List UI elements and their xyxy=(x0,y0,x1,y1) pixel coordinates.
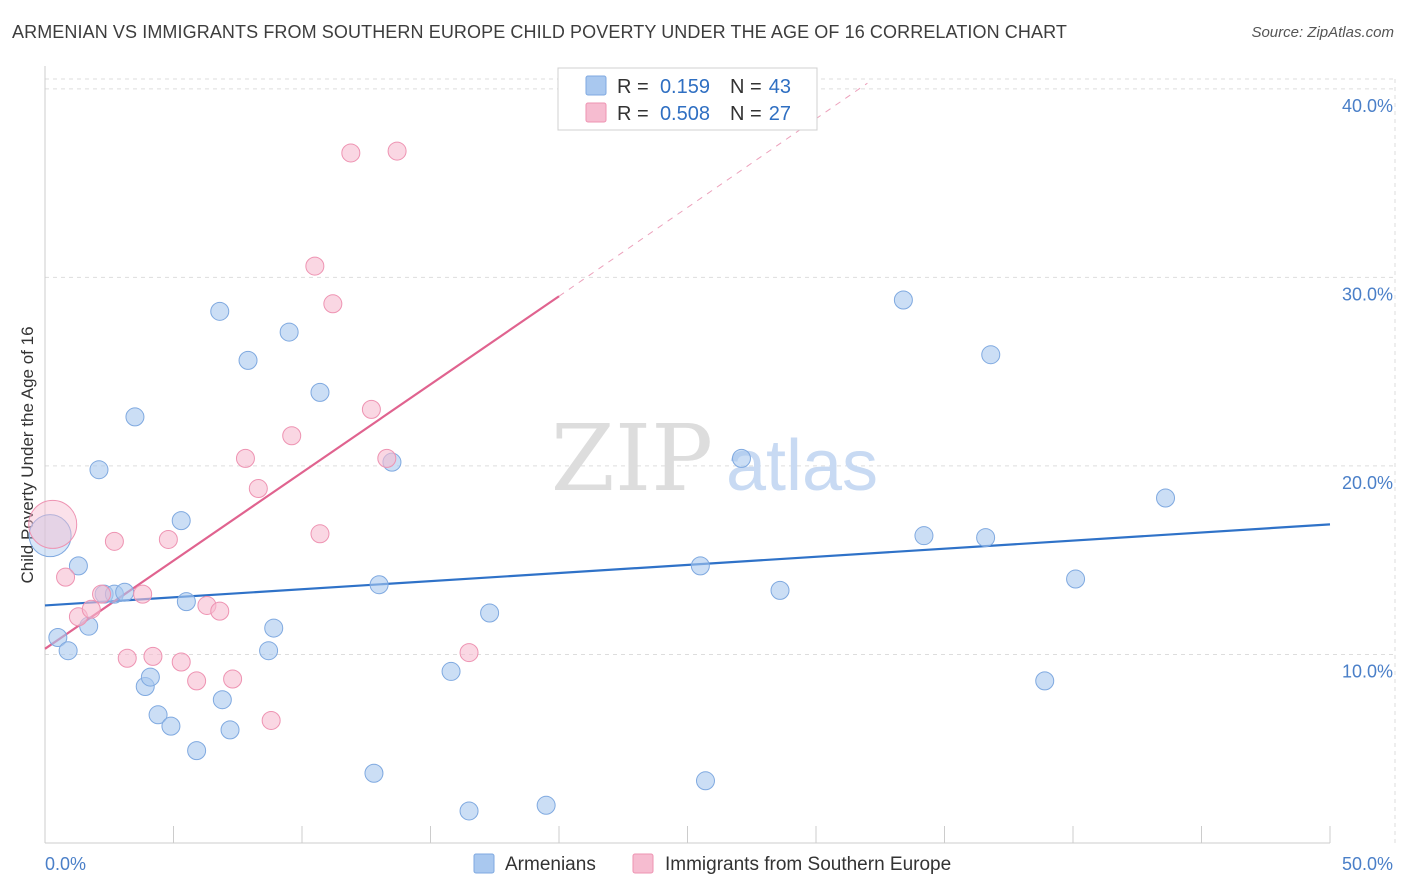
point-armenians xyxy=(264,618,284,638)
legend-r-label-2: R = xyxy=(617,103,649,125)
point-armenians xyxy=(171,511,191,531)
point-armenians xyxy=(914,526,934,546)
point-southern-europe xyxy=(223,669,243,689)
point-armenians xyxy=(68,556,88,576)
point-southern-europe xyxy=(261,710,281,730)
point-southern-europe xyxy=(305,256,325,276)
point-southern-europe xyxy=(92,584,112,604)
point-armenians xyxy=(536,795,556,815)
watermark: ZIP atlas xyxy=(551,405,878,512)
point-southern-europe xyxy=(323,294,343,314)
legend-n-value-2: 27 xyxy=(769,103,791,125)
point-southern-europe xyxy=(248,479,268,499)
series-legend-swatch-southern-europe xyxy=(632,853,654,874)
point-southern-europe xyxy=(210,601,230,621)
axes: 10.0% 20.0% 30.0% 40.0% 0.0% 50.0% xyxy=(44,66,1393,874)
series-legend-label-armenians: Armenians xyxy=(505,854,596,875)
point-armenians xyxy=(187,741,207,761)
point-armenians xyxy=(441,661,461,681)
point-southern-europe xyxy=(459,643,479,663)
point-armenians xyxy=(310,382,330,402)
series-legend-label-southern-europe: Immigrants from Southern Europe xyxy=(665,854,951,875)
legend-n-label-2: N = xyxy=(730,103,762,125)
point-armenians xyxy=(212,690,232,710)
x-tick-label-max: 50.0% xyxy=(1342,854,1393,874)
point-armenians xyxy=(1035,671,1055,691)
legend-n-value-1: 43 xyxy=(769,76,791,98)
source-credit: Source: ZipAtlas.com xyxy=(1251,24,1394,41)
point-armenians xyxy=(125,407,145,427)
point-armenians xyxy=(976,528,996,548)
point-southern-europe xyxy=(28,499,78,549)
point-southern-europe xyxy=(387,141,407,161)
point-southern-europe xyxy=(310,524,330,544)
trend-lines xyxy=(44,82,1331,650)
data-points xyxy=(28,141,1176,821)
watermark-atlas: atlas xyxy=(726,426,878,506)
point-armenians xyxy=(279,322,299,342)
point-armenians xyxy=(115,582,135,602)
watermark-zip: ZIP xyxy=(551,405,713,512)
legend-n-label-1: N = xyxy=(730,76,762,98)
point-southern-europe xyxy=(117,648,137,668)
point-armenians xyxy=(220,720,240,740)
point-armenians xyxy=(89,460,109,480)
point-armenians xyxy=(238,350,258,370)
point-southern-europe xyxy=(171,652,191,672)
point-armenians xyxy=(140,667,160,687)
point-armenians xyxy=(981,345,1001,365)
point-southern-europe xyxy=(143,646,163,666)
legend-r-label-1: R = xyxy=(617,76,649,98)
point-southern-europe xyxy=(235,448,255,468)
correlation-legend: R = 0.159 N = 43 R = 0.508 N = 27 xyxy=(557,67,818,131)
point-southern-europe xyxy=(377,448,397,468)
point-armenians xyxy=(369,575,389,595)
point-southern-europe xyxy=(133,584,153,604)
point-southern-europe xyxy=(56,567,76,587)
point-southern-europe xyxy=(282,426,302,446)
point-southern-europe xyxy=(104,531,124,551)
point-southern-europe xyxy=(361,399,381,419)
point-armenians xyxy=(58,641,78,661)
y-tick-label: 20.0% xyxy=(1342,473,1393,493)
point-armenians xyxy=(731,448,751,468)
point-armenians xyxy=(1066,569,1086,589)
point-armenians xyxy=(148,705,168,725)
point-armenians xyxy=(770,580,790,600)
series-legend-swatch-armenians xyxy=(473,853,495,874)
point-southern-europe xyxy=(341,143,361,163)
point-armenians xyxy=(893,290,913,310)
y-tick-label: 40.0% xyxy=(1342,96,1393,116)
point-armenians xyxy=(459,801,479,821)
point-southern-europe xyxy=(158,529,178,549)
point-armenians xyxy=(364,763,384,783)
point-southern-europe xyxy=(81,599,101,619)
y-tick-label: 30.0% xyxy=(1342,284,1393,304)
point-armenians xyxy=(1156,488,1176,508)
point-southern-europe xyxy=(187,671,207,691)
series-legend: Armenians Immigrants from Southern Europ… xyxy=(473,853,951,875)
point-armenians xyxy=(480,603,500,623)
legend-swatch-southern-europe xyxy=(585,102,607,123)
legend-r-value-2: 0.508 xyxy=(660,103,710,125)
legend-swatch-armenians xyxy=(585,75,607,96)
trend-line-0 xyxy=(44,523,1331,607)
point-armenians xyxy=(259,641,279,661)
point-armenians xyxy=(176,592,196,612)
point-armenians xyxy=(210,301,230,321)
point-armenians xyxy=(690,556,710,576)
y-tick-label: 10.0% xyxy=(1342,661,1393,681)
chart-title: ARMENIAN VS IMMIGRANTS FROM SOUTHERN EUR… xyxy=(12,22,1067,42)
point-armenians xyxy=(28,514,72,558)
point-armenians xyxy=(161,716,181,736)
x-tick-label-min: 0.0% xyxy=(45,854,86,874)
legend-r-value-1: 0.159 xyxy=(660,76,710,98)
point-armenians xyxy=(48,627,68,647)
point-armenians xyxy=(695,771,715,791)
